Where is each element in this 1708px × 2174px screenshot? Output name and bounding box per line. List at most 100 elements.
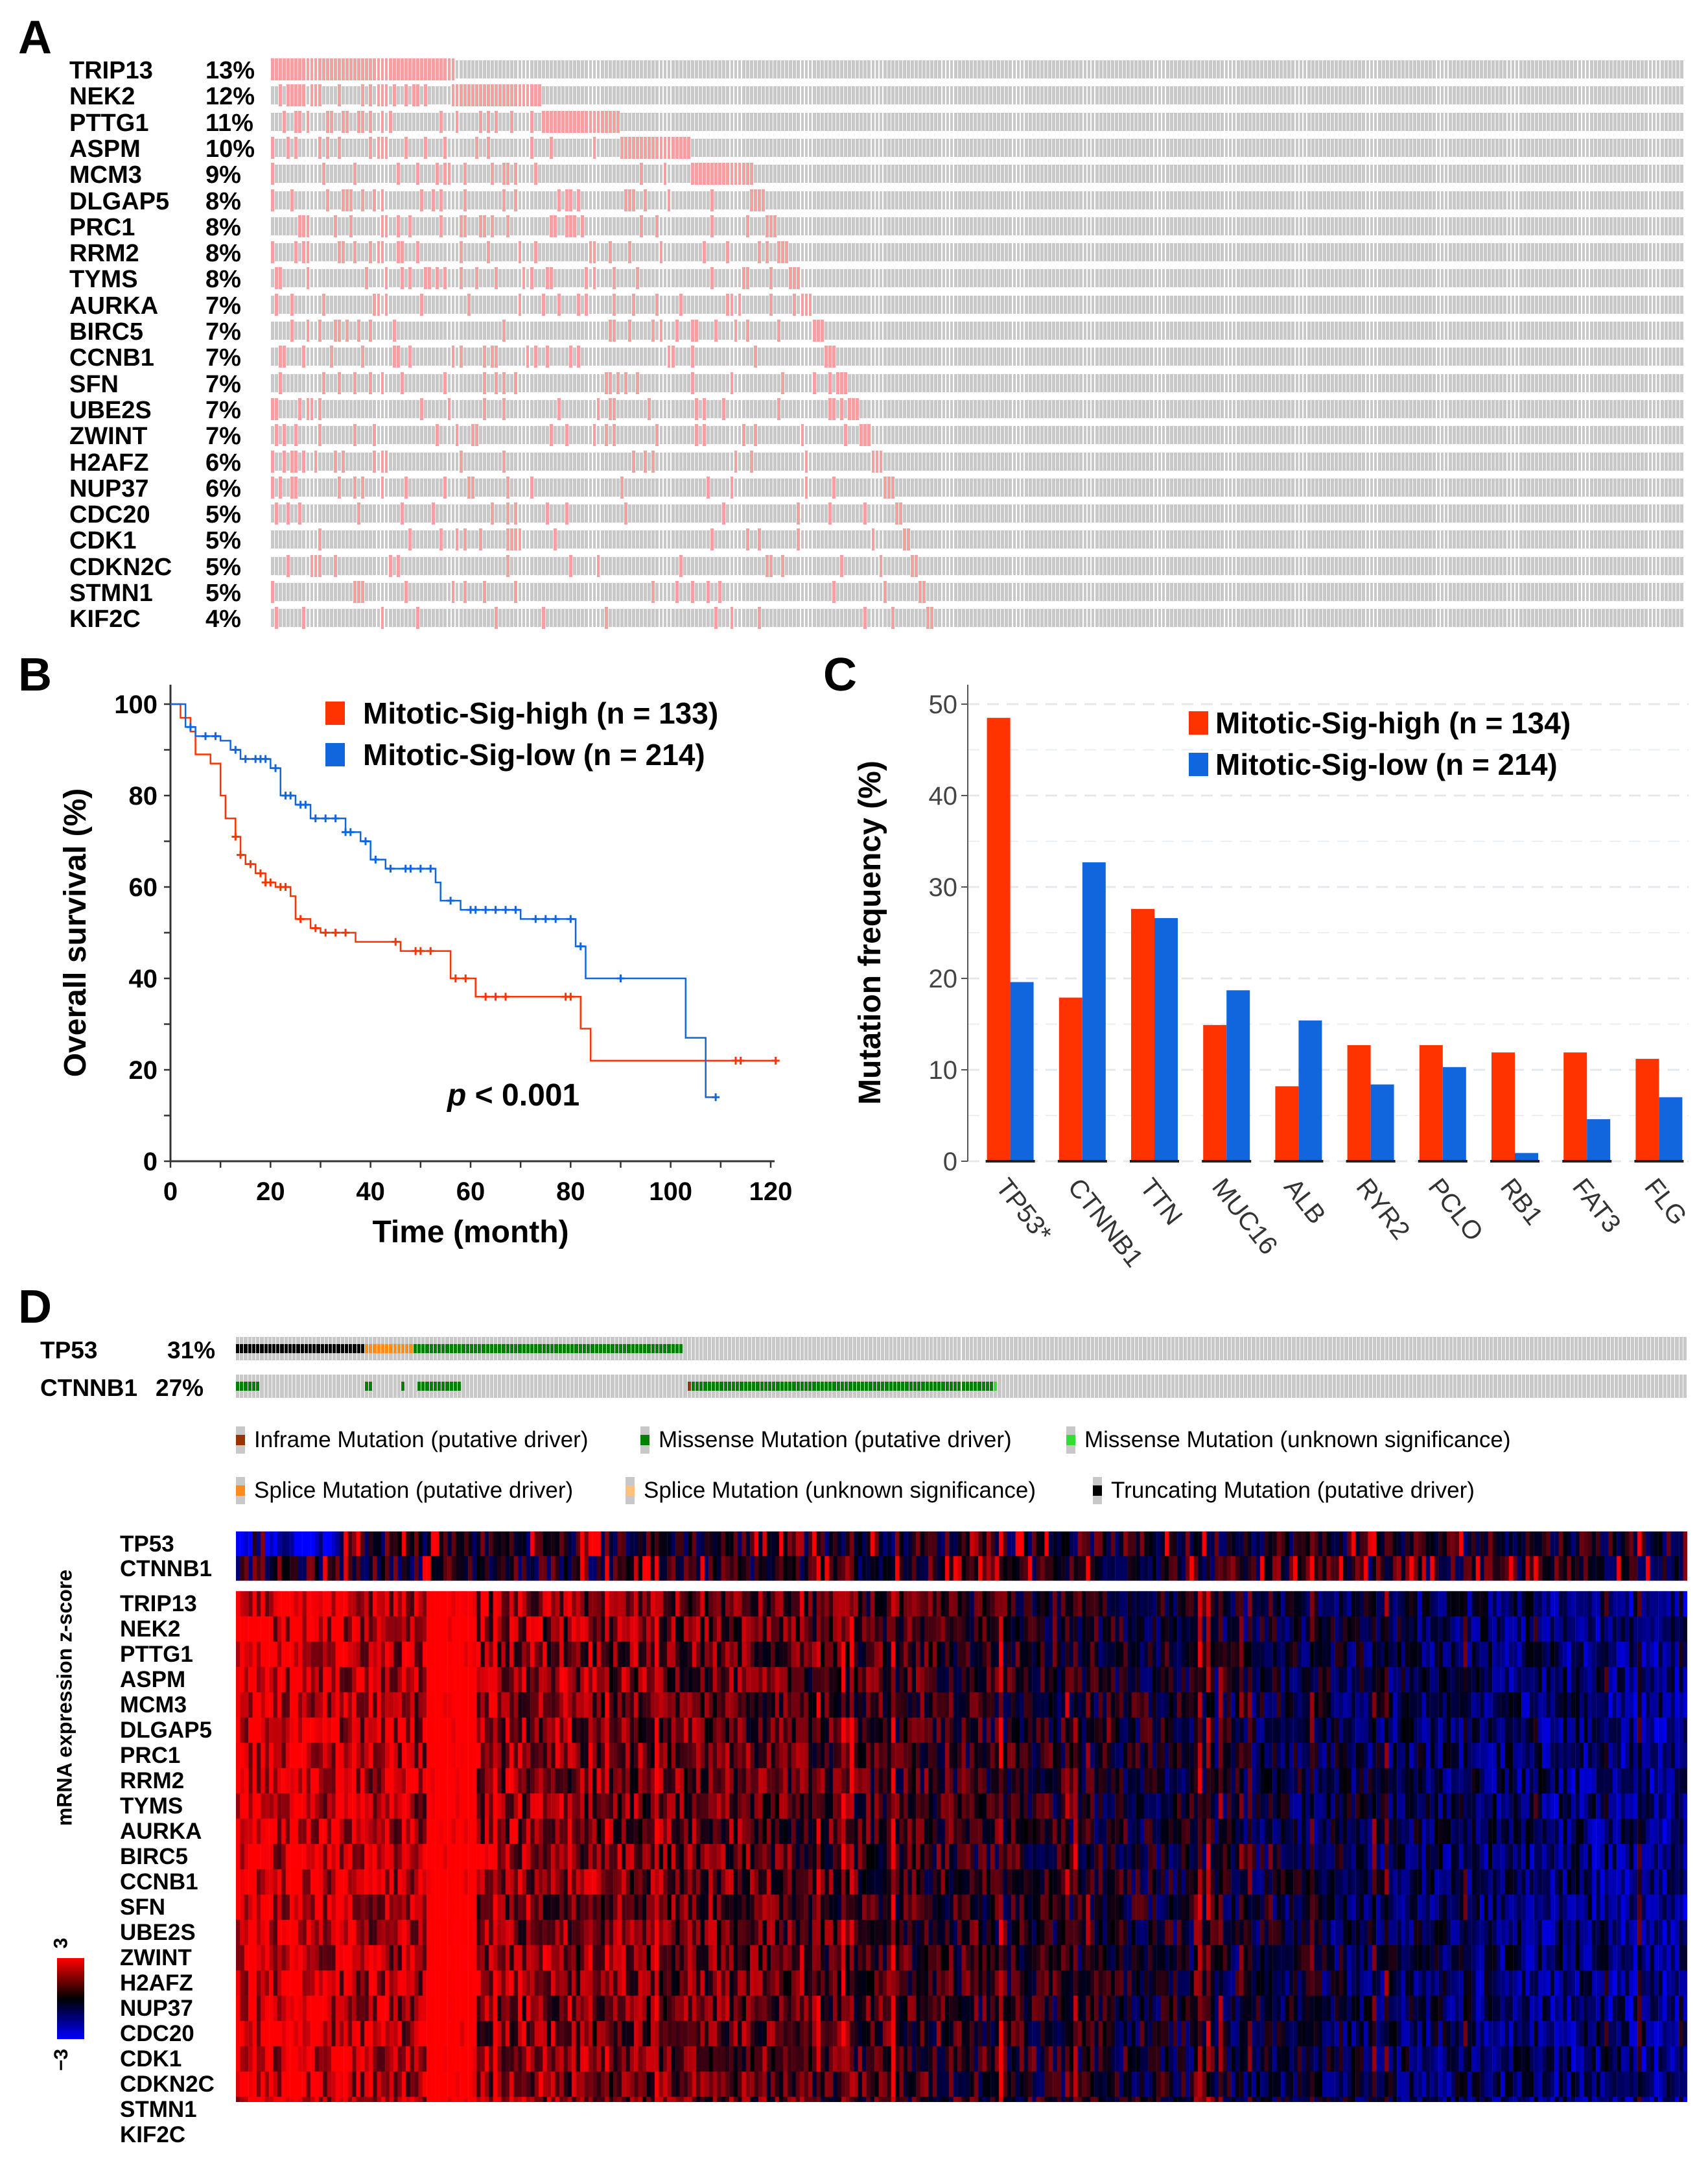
unaltered-cell <box>530 191 533 209</box>
unaltered-cell <box>1221 113 1224 131</box>
unaltered-cell <box>1468 86 1471 104</box>
unaltered-cell <box>601 139 604 157</box>
altered-cell <box>452 84 455 106</box>
unaltered-cell <box>408 139 412 157</box>
altered-cell <box>514 163 517 185</box>
altered-cell <box>271 163 274 185</box>
unaltered-cell <box>416 217 419 235</box>
unaltered-cell <box>1339 139 1342 157</box>
unaltered-cell <box>1327 60 1330 78</box>
unaltered-cell <box>1052 60 1055 78</box>
unaltered-cell <box>887 217 891 235</box>
unaltered-cell <box>883 113 887 131</box>
unaltered-cell <box>436 86 439 104</box>
unaltered-cell <box>1558 60 1562 78</box>
unaltered-cell <box>1025 217 1028 235</box>
unaltered-cell <box>1586 139 1589 157</box>
unaltered-cell <box>1644 139 1648 157</box>
unaltered-cell <box>1649 113 1652 131</box>
unaltered-cell <box>1554 139 1558 157</box>
unaltered-cell <box>353 191 357 209</box>
unaltered-cell <box>573 60 576 78</box>
unaltered-cell <box>1617 139 1620 157</box>
unaltered-cell <box>1221 191 1224 209</box>
unaltered-cell <box>754 139 757 157</box>
unaltered-cell <box>1272 86 1275 104</box>
unaltered-cell <box>1264 113 1267 131</box>
unaltered-cell <box>648 191 651 209</box>
unaltered-cell <box>1150 139 1153 157</box>
altered-cell <box>373 58 376 80</box>
unaltered-cell <box>1554 60 1558 78</box>
unaltered-cell <box>1146 165 1149 183</box>
altered-cell <box>734 163 738 185</box>
unaltered-cell <box>852 113 855 131</box>
unaltered-cell <box>1512 165 1515 183</box>
unaltered-cell <box>1174 191 1177 209</box>
unaltered-cell <box>970 139 973 157</box>
unaltered-cell <box>1668 86 1672 104</box>
unaltered-cell <box>880 139 883 157</box>
unaltered-cell <box>428 139 431 157</box>
altered-cell <box>640 215 643 237</box>
unaltered-cell <box>1268 191 1271 209</box>
unaltered-cell <box>1394 86 1397 104</box>
unaltered-cell <box>522 139 526 157</box>
unaltered-cell <box>797 191 800 209</box>
unaltered-cell <box>1641 139 1644 157</box>
altered-cell <box>334 215 337 237</box>
unaltered-cell <box>318 165 322 183</box>
unaltered-cell <box>1005 165 1008 183</box>
unaltered-cell <box>310 217 314 235</box>
unaltered-cell <box>738 217 742 235</box>
unaltered-cell <box>452 217 455 235</box>
unaltered-cell <box>1354 191 1357 209</box>
unaltered-cell <box>542 191 545 209</box>
unaltered-cell <box>1429 86 1432 104</box>
unaltered-cell <box>722 139 725 157</box>
unaltered-cell <box>1374 139 1377 157</box>
unaltered-cell <box>958 217 961 235</box>
unaltered-cell <box>836 217 839 235</box>
altered-cell <box>601 111 604 133</box>
unaltered-cell <box>1036 60 1040 78</box>
unaltered-cell <box>290 217 294 235</box>
unaltered-cell <box>1272 191 1275 209</box>
unaltered-cell <box>852 60 855 78</box>
altered-cell <box>361 111 364 133</box>
unaltered-cell <box>1472 113 1475 131</box>
unaltered-cell <box>342 217 345 235</box>
unaltered-cell <box>1237 113 1240 131</box>
unaltered-cell <box>911 113 914 131</box>
unaltered-cell <box>1676 60 1679 78</box>
unaltered-cell <box>1433 165 1436 183</box>
unaltered-cell <box>664 86 667 104</box>
unaltered-cell <box>609 86 612 104</box>
altered-cell <box>448 163 451 185</box>
unaltered-cell <box>1040 113 1044 131</box>
altered-cell <box>298 84 301 106</box>
altered-cell <box>428 58 431 80</box>
unaltered-cell <box>867 165 871 183</box>
unaltered-cell <box>609 217 612 235</box>
unaltered-cell <box>1130 113 1134 131</box>
unaltered-cell <box>867 191 871 209</box>
unaltered-cell <box>1358 191 1361 209</box>
unaltered-cell <box>718 86 721 104</box>
unaltered-cell <box>758 60 761 78</box>
unaltered-cell <box>302 165 305 183</box>
unaltered-cell <box>1358 86 1361 104</box>
unaltered-cell <box>813 217 816 235</box>
unaltered-cell <box>781 165 784 183</box>
gene-track <box>271 84 1684 106</box>
unaltered-cell <box>550 86 553 104</box>
unaltered-cell <box>1237 60 1240 78</box>
unaltered-cell <box>1633 86 1636 104</box>
unaltered-cell <box>1374 191 1377 209</box>
unaltered-cell <box>1480 191 1483 209</box>
unaltered-cell <box>1641 191 1644 209</box>
unaltered-cell <box>330 217 333 235</box>
unaltered-cell <box>1315 139 1318 157</box>
unaltered-cell <box>432 217 435 235</box>
unaltered-cell <box>1272 60 1275 78</box>
